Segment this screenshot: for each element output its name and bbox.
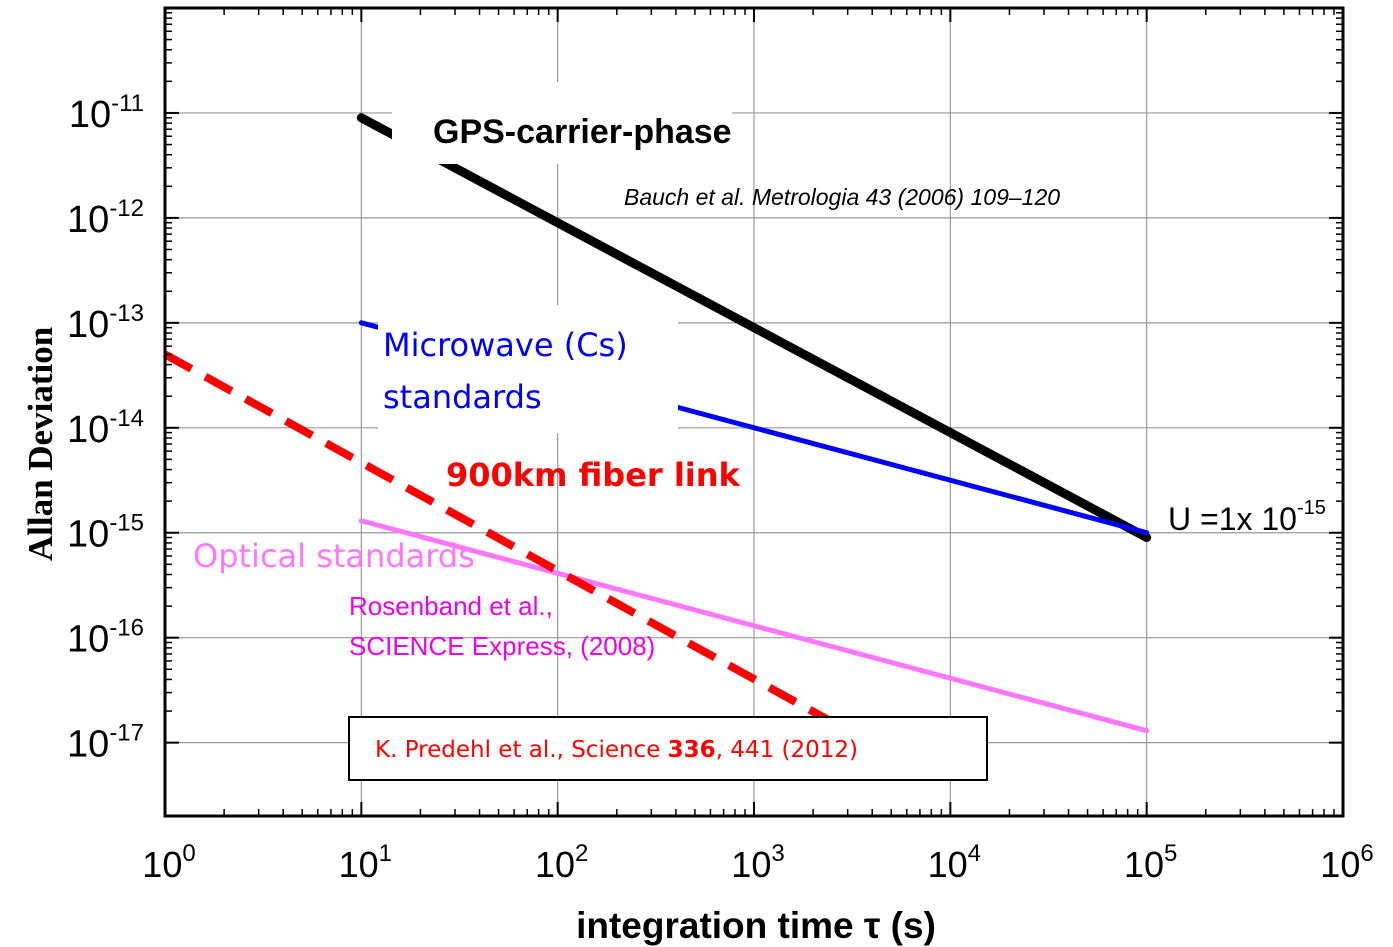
x-tick-base: 10 [142, 844, 182, 885]
uncertainty-base: U =1x 10 [1168, 501, 1297, 537]
gps-label: GPS-carrier-phase [433, 113, 732, 151]
x-tick-exponent: 2 [575, 840, 588, 867]
x-tick-exponent: 5 [1164, 840, 1177, 867]
y-tick-base: 10 [67, 514, 109, 556]
y-tick-label: 10-11 [69, 90, 144, 136]
x-tick-exponent: 0 [182, 840, 195, 867]
annotation-masks [378, 82, 732, 433]
optical-label: Optical standards [193, 537, 475, 575]
x-tick-base: 10 [731, 844, 771, 885]
y-tick-exponent: -16 [109, 615, 144, 642]
citation-prefix: K. Predehl et al., Science [375, 737, 668, 763]
x-tick-exponent: 3 [771, 840, 784, 867]
axis-ticks [164, 8, 1344, 816]
x-axis-title: integration time τ (s) [576, 905, 936, 946]
x-tick-base: 10 [928, 844, 968, 885]
y-tick-exponent: -15 [109, 510, 144, 537]
y-tick-exponent: -11 [111, 90, 144, 117]
y-tick-base: 10 [67, 199, 109, 241]
y-tick-exponent: -12 [109, 195, 144, 222]
x-tick-base: 10 [1124, 844, 1164, 885]
x-tick-exponent: 4 [968, 840, 981, 867]
rosenband-line1: Rosenband et al., [349, 591, 553, 621]
y-tick-label: 10-15 [67, 510, 144, 556]
y-tick-label: 10-17 [67, 720, 144, 766]
optical-standards-line [358, 518, 1150, 734]
y-tick-base: 10 [67, 304, 109, 346]
citation-suffix: , 441 (2012) [716, 737, 858, 763]
x-tick-base: 10 [535, 844, 575, 885]
x-tick-exponent: 6 [1360, 840, 1373, 867]
bauch-citation: Bauch et al. Metrologia 43 (2006) 109–12… [624, 184, 1060, 210]
y-tick-exponent: -13 [109, 300, 144, 327]
gps-label-mask [392, 82, 732, 164]
x-tick-label: 106 [1320, 840, 1373, 885]
x-tick-base: 10 [339, 844, 379, 885]
x-tick-label: 105 [1124, 840, 1177, 885]
y-tick-exponent: -14 [109, 405, 144, 432]
y-tick-label: 10-16 [67, 615, 144, 661]
x-tick-exponent: 1 [379, 840, 392, 867]
rosenband-line2: SCIENCE Express, (2008) [349, 631, 655, 661]
y-tick-base: 10 [67, 409, 109, 451]
fiber-link-label: 900km fiber link [446, 456, 741, 494]
y-tick-base: 10 [67, 619, 109, 661]
uncertainty-label: U =1x 10-15 [1168, 497, 1326, 537]
citation-box-frame [348, 716, 988, 781]
gps-carrier-phase-line [356, 113, 1152, 542]
x-tick-base: 10 [1320, 844, 1360, 885]
y-axis-title: Allan Deviation [21, 327, 60, 561]
x-tick-label: 104 [928, 840, 981, 885]
grid [165, 8, 1343, 816]
uncertainty-exponent: -15 [1297, 497, 1326, 519]
microwave-label-mask [378, 305, 678, 433]
y-tick-label: 10-13 [67, 300, 144, 346]
citation-volume: 336 [668, 737, 716, 763]
x-tick-labels: 100 101 102 103 104 105 106 [142, 840, 1373, 885]
x-tick-label: 103 [731, 840, 784, 885]
microwave-label-line1: Microwave (Cs) [383, 326, 628, 364]
predehl-citation: K. Predehl et al., Science 336, 441 (201… [375, 737, 858, 763]
y-tick-base: 10 [69, 94, 111, 136]
y-tick-label: 10-14 [67, 405, 144, 451]
citation-box: K. Predehl et al., Science 336, 441 (201… [348, 716, 988, 781]
x-tick-label: 101 [339, 840, 392, 885]
y-tick-base: 10 [67, 724, 109, 766]
y-tick-label: 10-12 [67, 195, 144, 241]
fiber-link-line [163, 350, 850, 735]
microwave-label-line2: standards [383, 378, 542, 416]
x-tick-label: 100 [142, 840, 195, 885]
x-tick-label: 102 [535, 840, 588, 885]
y-tick-exponent: -17 [109, 720, 144, 747]
